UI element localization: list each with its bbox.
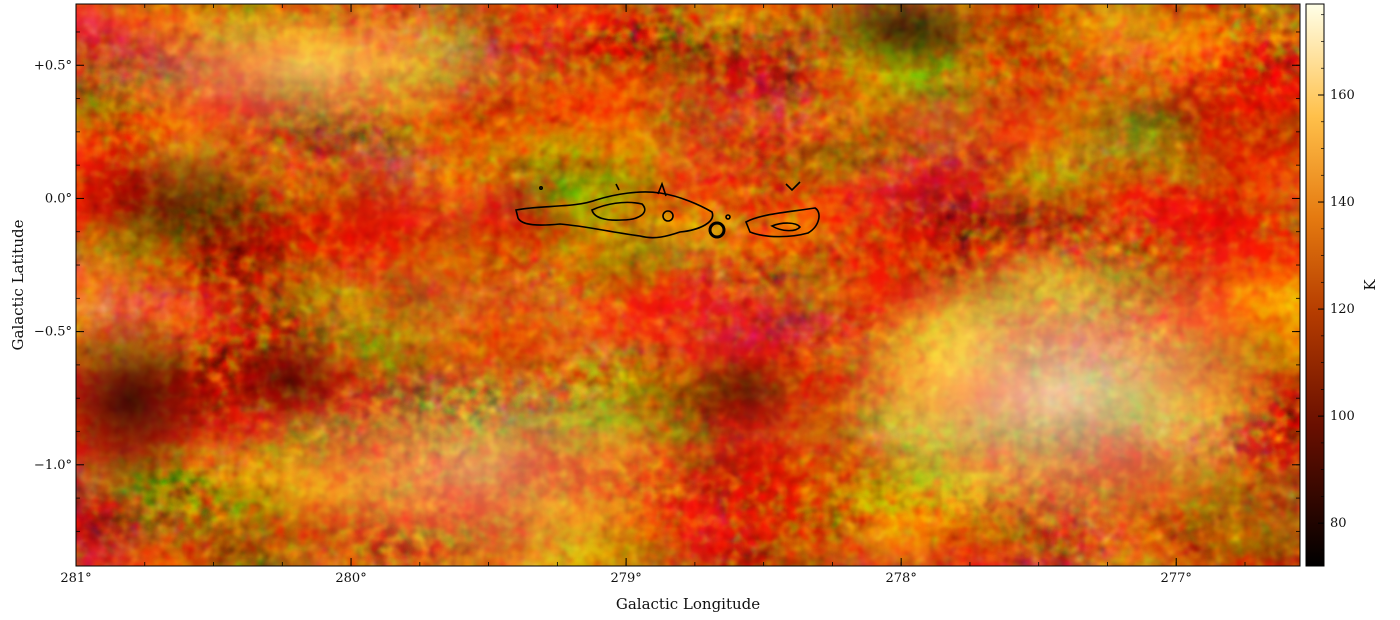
contour-speck bbox=[538, 186, 543, 191]
contour-inner-east bbox=[770, 222, 802, 232]
y-tick-label: +0.5° bbox=[34, 58, 72, 73]
x-tick-label: 278° bbox=[886, 571, 917, 586]
colorbar-unit: K bbox=[1361, 279, 1379, 291]
x-axis-title: Galactic Longitude bbox=[616, 595, 760, 613]
y-tick-label: 0.0° bbox=[45, 191, 72, 206]
colorbar-axis: 80 100 120 140 160 bbox=[1318, 14, 1355, 551]
colorbar bbox=[1305, 3, 1325, 567]
x-tick-label: 280° bbox=[335, 571, 366, 586]
contour-knot bbox=[708, 221, 726, 239]
x-axis: 281° 280° 279° 278° 277° bbox=[60, 4, 1246, 586]
contour-inner-west bbox=[591, 201, 646, 221]
colorbar-tick-label: 140 bbox=[1330, 195, 1355, 210]
y-tick-label: −1.0° bbox=[34, 458, 72, 473]
x-tick-label: 277° bbox=[1161, 571, 1192, 586]
y-axis: +0.5° 0.0° −0.5° −1.0° bbox=[34, 31, 1300, 532]
contour-dot bbox=[725, 214, 731, 220]
contour-hook bbox=[615, 183, 620, 191]
contour-outer-east bbox=[744, 207, 820, 238]
colorbar-tick-label: 100 bbox=[1330, 409, 1355, 424]
x-tick-label: 281° bbox=[60, 571, 91, 586]
colorbar-tick-label: 80 bbox=[1330, 516, 1347, 531]
contour-spike bbox=[657, 181, 667, 197]
colorbar-tick-label: 160 bbox=[1330, 88, 1355, 103]
y-tick-label: −0.5° bbox=[34, 325, 72, 340]
colorbar-tick-label: 120 bbox=[1330, 302, 1355, 317]
contours bbox=[515, 181, 820, 239]
y-axis-title: Galactic Latitude bbox=[9, 219, 27, 350]
contour-core-west bbox=[662, 210, 674, 222]
contour-outer-west bbox=[515, 191, 714, 239]
x-tick-label: 279° bbox=[610, 571, 641, 586]
plot-frame bbox=[75, 3, 1301, 567]
contour-tick-east bbox=[785, 181, 801, 192]
temperature-map bbox=[76, 4, 1300, 566]
